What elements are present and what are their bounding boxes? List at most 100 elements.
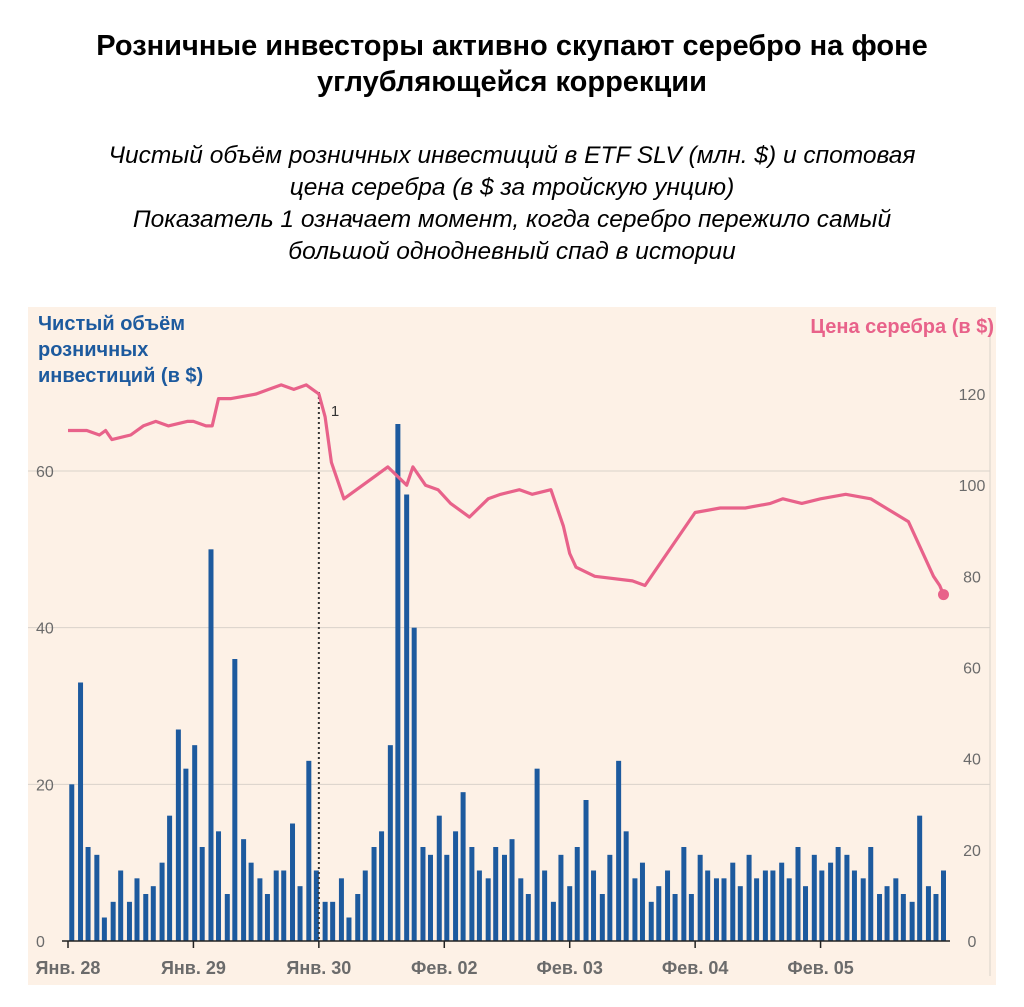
bar	[672, 894, 678, 941]
subtitle-line-4: большой однодневный спад в истории	[288, 238, 736, 265]
bar	[917, 815, 923, 941]
bar	[264, 894, 270, 941]
bar	[623, 831, 629, 941]
right-tick-label-120: 120	[959, 387, 986, 404]
bar	[583, 800, 589, 941]
bar	[476, 870, 482, 941]
bar	[828, 862, 834, 941]
bar	[501, 854, 507, 941]
x-tick-label: Фев. 02	[411, 958, 477, 978]
bar	[126, 901, 132, 941]
bar	[199, 847, 205, 941]
bar	[746, 854, 752, 941]
bar	[232, 659, 238, 941]
right-axis-label: Цена серебра (в $)	[810, 316, 994, 338]
bar	[688, 894, 694, 941]
bar	[542, 870, 548, 941]
bar	[697, 854, 703, 941]
bar	[134, 878, 140, 941]
bar	[737, 886, 743, 941]
bar	[85, 847, 91, 941]
bar	[811, 854, 817, 941]
bar	[616, 760, 622, 941]
bar	[900, 894, 906, 941]
bar	[379, 831, 385, 941]
bar	[404, 494, 410, 941]
bar	[567, 886, 573, 941]
bar	[175, 729, 181, 941]
bar	[591, 870, 597, 941]
subtitle-line-2: цена серебра (в $ за тройскую унцию)	[289, 174, 735, 201]
right-tick-label-20: 20	[963, 843, 981, 860]
left-tick-label-0: 0	[36, 934, 45, 951]
bar	[183, 768, 189, 941]
bar	[150, 886, 156, 941]
bar	[387, 745, 393, 941]
bar	[632, 878, 638, 941]
bar	[599, 894, 605, 941]
bar	[371, 847, 377, 941]
bar	[248, 862, 254, 941]
x-tick-label: Янв. 30	[286, 958, 351, 978]
x-tick-label: Фев. 04	[662, 958, 728, 978]
bar	[786, 878, 792, 941]
x-tick-label: Янв. 29	[161, 958, 226, 978]
bar	[444, 854, 450, 941]
bar	[493, 847, 499, 941]
bar	[803, 886, 809, 941]
bar	[224, 894, 230, 941]
bar	[192, 745, 198, 941]
bar	[844, 854, 850, 941]
bar	[795, 847, 801, 941]
bar	[860, 878, 866, 941]
bar	[730, 862, 736, 941]
right-tick-label-60: 60	[963, 661, 981, 678]
bar	[835, 847, 841, 941]
bar	[313, 870, 319, 941]
bar	[281, 870, 287, 941]
bar	[639, 862, 645, 941]
right-tick-label-100: 100	[959, 478, 986, 495]
bar	[558, 854, 564, 941]
bar	[868, 847, 874, 941]
bar	[779, 862, 785, 941]
bar	[656, 886, 662, 941]
bar	[273, 870, 279, 941]
bar	[762, 870, 768, 941]
bar	[893, 878, 899, 941]
price-line	[68, 383, 945, 596]
bar	[69, 784, 75, 941]
bar	[338, 878, 344, 941]
left-axis-label-line: Чистый объём	[38, 313, 185, 335]
bar	[681, 847, 687, 941]
bar	[518, 878, 524, 941]
chart-subtitle: Чистый объём розничных инвестиций в ETF …	[0, 140, 1024, 268]
bar	[395, 424, 401, 941]
bar	[241, 839, 247, 941]
bar	[143, 894, 149, 941]
bar	[550, 901, 556, 941]
bar	[257, 878, 263, 941]
bar	[469, 847, 475, 941]
x-tick-label: Фев. 03	[536, 958, 602, 978]
bar	[525, 894, 531, 941]
left-tick-label-20: 20	[36, 777, 54, 794]
subtitle-line-1: Чистый объём розничных инвестиций в ETF …	[108, 142, 916, 169]
bar	[721, 878, 727, 941]
bar	[94, 854, 100, 941]
bar	[78, 682, 84, 941]
price-end-dot	[937, 589, 949, 601]
bar	[509, 839, 515, 941]
bar	[427, 854, 433, 941]
left-tick-label-60: 60	[36, 464, 54, 481]
bar	[534, 768, 540, 941]
bar	[362, 870, 368, 941]
bar	[460, 792, 466, 941]
bar	[925, 886, 931, 941]
right-tick-label-40: 40	[963, 752, 981, 769]
bar	[754, 878, 760, 941]
bar	[306, 760, 312, 941]
bar	[411, 627, 417, 941]
bar	[216, 831, 222, 941]
